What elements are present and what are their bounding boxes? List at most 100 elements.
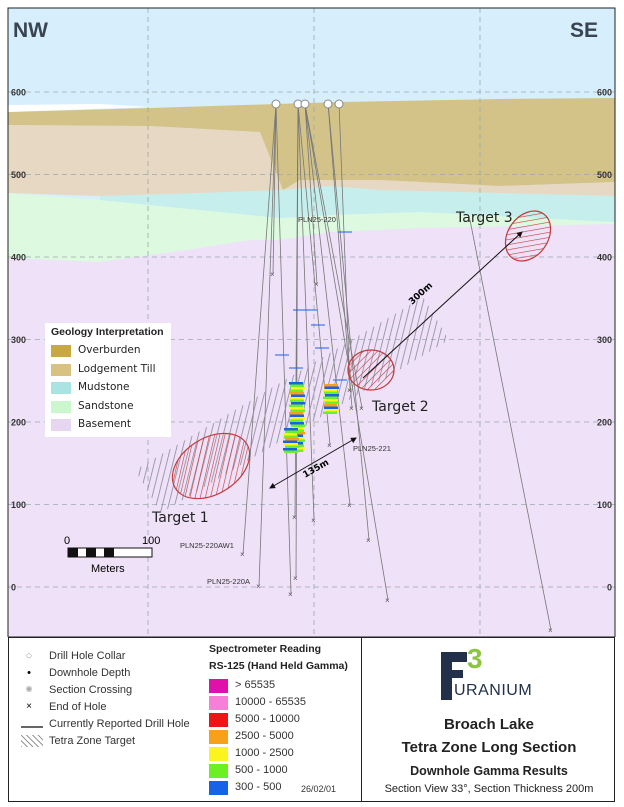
drill-hole-trace [242, 103, 277, 555]
drill-hole-trace [469, 219, 552, 631]
long-section-map: ×××××××××××××××× 300m 135m Target 1 Targ… [7, 7, 616, 637]
gamma-interval [289, 412, 303, 415]
geology-label: Mudstone [78, 381, 130, 393]
gamma-range-label: 300 - 500 [235, 781, 282, 793]
end-of-hole-icon: × [293, 574, 298, 583]
end-of-hole-icon: × [311, 516, 316, 525]
symbol-label: Tetra Zone Target [49, 735, 136, 747]
logo-mark: 3 [467, 643, 483, 674]
drill-hole-trace [258, 103, 277, 587]
end-of-hole-icon: × [359, 404, 364, 413]
gamma-interval [289, 419, 303, 422]
gamma-interval [284, 435, 298, 438]
target-3-ellipse [504, 210, 552, 262]
end-of-hole-icon: × [256, 582, 261, 591]
gamma-interval [291, 417, 305, 420]
hatch-icon [21, 735, 43, 747]
title-line-4: Section View 33°, Section Thickness 200m [384, 783, 594, 795]
target-1-label: Target 1 [151, 510, 209, 526]
geology-swatch [51, 363, 71, 376]
gamma-interval [289, 389, 303, 392]
arrow-300m [362, 231, 523, 379]
gamma-interval [291, 432, 305, 435]
sandstone-layer [8, 193, 615, 262]
drill-hole-collar-icon: ○ [25, 650, 33, 662]
gamma-interval [290, 422, 304, 425]
gamma-range-label: 2500 - 5000 [235, 730, 294, 742]
drill-hole-collar-icon [323, 99, 333, 109]
gamma-range-label: 10000 - 65535 [235, 696, 306, 708]
spectrometer-title: Spectrometer Reading [209, 643, 322, 655]
geology-label: Sandstone [78, 399, 134, 412]
legend-panel: ○ Drill Hole Collar • Downhole Depth ◉ S… [8, 637, 615, 802]
elevation-tick-left: 300 [11, 335, 26, 345]
geology-swatch [51, 345, 71, 357]
spectrometer-subtitle: RS-125 (Hand Held Gamma) [209, 660, 348, 672]
end-of-hole-icon: × [349, 404, 354, 413]
scale-end: 100 [142, 535, 160, 547]
gamma-interval [291, 424, 305, 427]
end-of-hole-icon: × [347, 501, 352, 510]
elevation-tick-left: 100 [11, 500, 26, 510]
gamma-interval [323, 396, 337, 399]
gamma-interval [289, 382, 303, 385]
elevation-tick-right: 0 [607, 583, 612, 593]
lodgement-till-layer [8, 125, 615, 196]
gamma-interval [324, 391, 338, 394]
logo-text: URANIUM [454, 682, 533, 699]
gamma-interval [291, 394, 305, 397]
target-3-label: Target 3 [455, 210, 513, 226]
gamma-interval [325, 409, 339, 412]
scale-unit: Meters [91, 563, 125, 575]
hole-label: PLN25-220A [207, 577, 250, 586]
gamma-interval [290, 407, 304, 410]
geology-swatch [51, 400, 71, 413]
gamma-interval [323, 404, 337, 407]
gamma-interval [325, 386, 339, 389]
gamma-range-label: 500 - 1000 [235, 764, 288, 776]
gamma-interval [325, 401, 339, 404]
title-line-1: Broach Lake [443, 716, 535, 733]
symbol-label: Currently Reported Drill Hole [49, 718, 190, 730]
gamma-interval [284, 443, 298, 446]
geology-legend: Geology Interpretation Overburden Lodgeme… [45, 323, 171, 437]
end-of-hole-icon: × [288, 590, 293, 599]
end-of-hole-icon: × [327, 441, 332, 450]
drill-hole-trace [272, 103, 277, 275]
elevation-tick-left: 500 [11, 170, 26, 180]
end-of-hole-icon: × [314, 280, 319, 289]
gamma-swatch [209, 679, 228, 693]
elevation-tick-right: 300 [597, 335, 612, 345]
hole-label: PLN25-220AW1 [180, 541, 234, 550]
elevation-tick-right: 500 [597, 170, 612, 180]
geology-swatch [51, 419, 71, 431]
drill-hole-collar-icon [271, 99, 281, 109]
gamma-interval [323, 411, 337, 414]
gamma-interval [290, 399, 304, 402]
elevation-tick-left: 200 [11, 418, 26, 428]
gamma-swatch [209, 781, 228, 795]
gamma-interval [289, 397, 303, 400]
surface-gap [8, 104, 150, 112]
map-frame [7, 7, 616, 637]
gamma-interval [324, 399, 338, 402]
gamma-range-label: 5000 - 10000 [235, 713, 300, 725]
target-2-label: Target 2 [371, 399, 429, 415]
divider [361, 638, 362, 801]
gamma-interval [323, 389, 337, 392]
f3-uranium-logo: 3 URANIUM [441, 644, 551, 706]
gamma-interval [324, 384, 338, 387]
gamma-swatch [209, 713, 228, 727]
hole-label: PLN25-220 [298, 215, 336, 224]
gamma-interval [283, 440, 297, 443]
gamma-interval [290, 384, 304, 387]
gamma-swatch [209, 747, 228, 761]
gamma-interval [291, 387, 305, 390]
downhole-depth-icon: • [27, 667, 31, 679]
elevation-tick-right: 200 [597, 418, 612, 428]
map-date: 26/02/01 [301, 784, 337, 794]
elevation-tick-right: 400 [597, 253, 612, 263]
gamma-interval [290, 392, 304, 395]
drill-hole-trace [304, 103, 318, 285]
end-of-hole-icon: × [366, 536, 371, 545]
